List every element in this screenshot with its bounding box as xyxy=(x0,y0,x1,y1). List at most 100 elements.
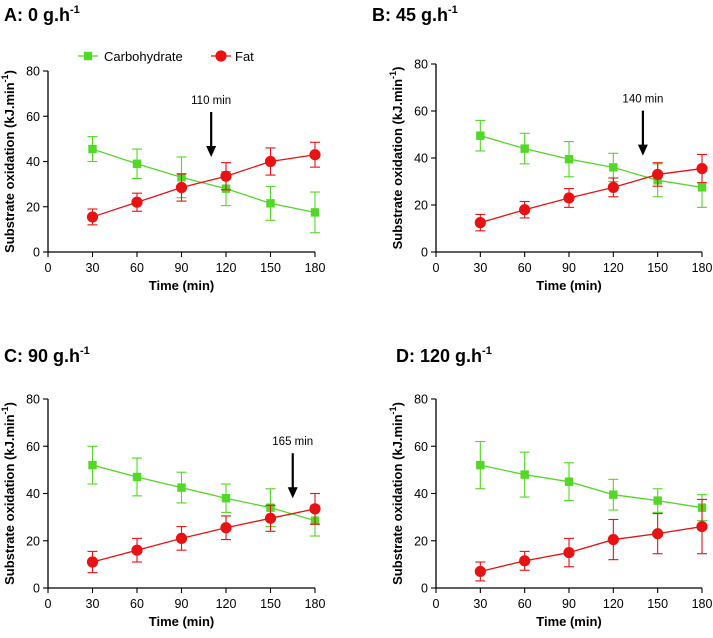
data-point xyxy=(609,163,618,172)
series-fat xyxy=(474,498,708,582)
x-axis-title: Time (min) xyxy=(149,278,215,293)
x-tick-label: 90 xyxy=(175,261,189,275)
data-point xyxy=(696,520,708,533)
y-axis-title-main: Substrate oxidation (kJ.min xyxy=(390,79,405,250)
data-point xyxy=(520,470,529,479)
data-point xyxy=(264,512,277,524)
x-tick-label: 150 xyxy=(647,261,668,275)
crossover-annotation: 165 min xyxy=(272,436,313,499)
y-tick-label: 20 xyxy=(26,200,40,214)
y-tick-label: 20 xyxy=(414,534,428,548)
series-fat xyxy=(86,492,321,574)
data-point xyxy=(86,211,99,223)
series-carbohydrate xyxy=(87,136,320,234)
x-axis-title: Time (min) xyxy=(149,614,215,629)
y-tick-label: 40 xyxy=(26,487,40,501)
series-line xyxy=(92,508,316,563)
data-point xyxy=(177,483,186,492)
series-fat xyxy=(86,141,321,226)
y-axis-title-end: ) xyxy=(2,70,17,74)
legend: Carbohydrate Fat xyxy=(78,49,254,64)
chart-panel-4: D: 120 g.h-1 0 20 40 60 80 0 30 60 90 120 150 180 Tim… xyxy=(388,345,712,629)
data-point xyxy=(264,155,277,168)
panel-title-superscript: -1 xyxy=(80,345,90,357)
data-point xyxy=(476,131,485,140)
data-point xyxy=(520,144,529,153)
data-point xyxy=(309,149,321,161)
data-point xyxy=(519,555,531,567)
legend-label: Fat xyxy=(235,49,254,64)
y-tick-label: 0 xyxy=(421,246,428,260)
x-tick-label: 30 xyxy=(86,597,100,611)
series-line xyxy=(480,135,703,189)
data-point xyxy=(697,183,707,192)
x-tick-label: 60 xyxy=(518,261,532,275)
legend-label: Carbohydrate xyxy=(104,49,183,64)
legend-entry-carbohydrate: Carbohydrate xyxy=(78,49,183,64)
data-point xyxy=(652,528,664,540)
annotation-arrow-head xyxy=(206,145,217,157)
series-carbohydrate xyxy=(475,440,707,522)
x-tick-label: 0 xyxy=(433,261,440,275)
data-point xyxy=(86,556,99,568)
x-tick-label: 120 xyxy=(216,597,237,611)
y-axis-title-end: ) xyxy=(2,402,17,406)
x-tick-label: 150 xyxy=(260,261,281,275)
x-tick-label: 120 xyxy=(216,261,237,275)
data-point xyxy=(519,204,531,216)
y-axis-title: Substrate oxidation (kJ.min-1) xyxy=(388,402,405,585)
data-point xyxy=(563,546,575,559)
y-tick-label: 80 xyxy=(414,58,428,72)
y-tick-label: 80 xyxy=(26,65,40,79)
y-tick-label: 40 xyxy=(26,155,40,169)
y-tick-label: 80 xyxy=(26,393,40,407)
data-point xyxy=(476,460,485,470)
crossover-annotation: 110 min xyxy=(191,95,231,157)
panel-title: A: 0 g.h-1 xyxy=(4,4,80,25)
annotation-label: 110 min xyxy=(191,95,231,107)
y-tick-label: 60 xyxy=(414,105,428,119)
data-point xyxy=(474,565,486,578)
x-axis-title: Time (min) xyxy=(536,278,602,293)
data-point xyxy=(132,159,142,168)
y-axis-title-superscript: -1 xyxy=(0,74,10,82)
y-axis-title-main: Substrate oxidation (kJ.min xyxy=(2,414,17,585)
y-axis-title-superscript: -1 xyxy=(0,406,10,414)
x-tick-label: 180 xyxy=(692,597,713,611)
panel-title-superscript: -1 xyxy=(70,4,80,16)
y-tick-label: 60 xyxy=(26,110,40,124)
chart-panel-3: C: 90 g.h-1 0 20 40 60 80 0 30 60 90 120 150 180 Time… xyxy=(0,345,325,629)
data-point xyxy=(131,196,143,208)
data-point xyxy=(88,144,97,154)
x-tick-label: 0 xyxy=(45,597,52,611)
legend-marker xyxy=(215,50,227,62)
annotation-label: 165 min xyxy=(272,436,313,448)
x-tick-label: 150 xyxy=(647,597,668,611)
data-point xyxy=(175,532,188,544)
y-axis-title: Substrate oxidation (kJ.min-1) xyxy=(0,402,17,585)
annotation-arrow-head xyxy=(287,487,298,499)
data-point xyxy=(563,192,575,204)
data-point xyxy=(607,533,619,546)
data-point xyxy=(220,522,232,534)
y-axis-title-superscript: -1 xyxy=(388,71,398,79)
series-line xyxy=(92,464,316,522)
data-point xyxy=(309,503,321,515)
legend-entry-fat: Fat xyxy=(211,49,254,64)
y-tick-label: 60 xyxy=(26,440,40,454)
y-axis-title-end: ) xyxy=(390,402,405,406)
x-tick-label: 30 xyxy=(473,597,487,611)
data-point xyxy=(696,162,708,175)
series-line xyxy=(92,148,316,214)
y-tick-label: 20 xyxy=(414,199,428,213)
panel-title-superscript: -1 xyxy=(482,345,492,357)
data-point xyxy=(220,170,232,182)
y-axis-title-superscript: -1 xyxy=(388,406,398,414)
x-tick-label: 180 xyxy=(692,261,713,275)
data-point xyxy=(88,460,97,470)
x-axis-title: Time (min) xyxy=(536,614,602,629)
data-point xyxy=(474,217,486,229)
data-point xyxy=(266,199,275,208)
x-tick-label: 180 xyxy=(305,597,326,611)
